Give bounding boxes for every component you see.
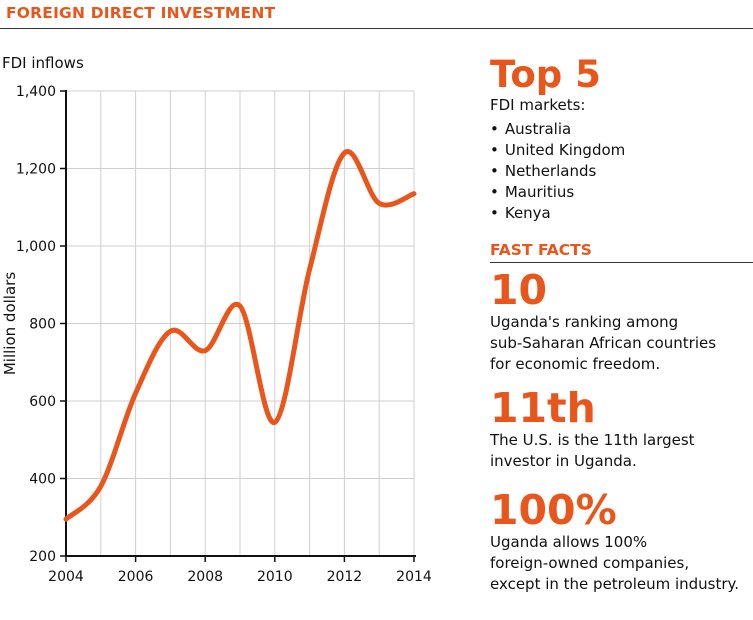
y-tick-label: 800 bbox=[29, 317, 56, 333]
fact-text-line: Uganda allows 100% bbox=[490, 533, 648, 551]
market-item: Netherlands bbox=[490, 161, 753, 182]
y-tick-label: 600 bbox=[29, 394, 56, 410]
y-tick-label: 1,400 bbox=[16, 84, 56, 100]
market-item: Mauritius bbox=[490, 182, 753, 203]
fdi-line-chart: 200 400 600 800 1,000 1,200 1,400 2004 2006 2008 2… bbox=[1, 84, 432, 585]
y-axis-label: Million dollars bbox=[1, 272, 19, 375]
x-tick-label: 2012 bbox=[327, 569, 363, 585]
fdi-series-line bbox=[63, 149, 417, 522]
x-tick-label: 2006 bbox=[118, 569, 154, 585]
fact-text-line: for economic freedom. bbox=[490, 355, 661, 373]
y-tick-label: 1,200 bbox=[16, 162, 56, 178]
top5-subheading: FDI markets: bbox=[490, 96, 586, 114]
fact-text-line: The U.S. is the 11th largest bbox=[490, 431, 695, 449]
fact-text-line: except in the petroleum industry. bbox=[490, 575, 740, 593]
fast-facts-bar: FAST FACTS bbox=[490, 238, 753, 263]
fact-text-line: sub-Saharan African countries bbox=[490, 334, 717, 352]
header-bar: FOREIGN DIRECT INVESTMENT bbox=[0, 0, 753, 29]
y-tick-label: 400 bbox=[29, 472, 56, 488]
x-tick-label: 2010 bbox=[257, 569, 293, 585]
fact-ranking: 10 Uganda's ranking among sub-Saharan Af… bbox=[490, 268, 753, 375]
top5-panel: Top 5 FDI markets: Australia United King… bbox=[490, 55, 753, 224]
y-tick-label: 1,000 bbox=[16, 239, 56, 255]
fact-big-number: 100% bbox=[490, 486, 617, 534]
top5-heading: Top 5 bbox=[490, 53, 601, 96]
fact-text-line: Uganda's ranking among bbox=[490, 313, 679, 331]
fact-big-number: 10 bbox=[490, 266, 548, 314]
x-tick-label: 2004 bbox=[48, 569, 84, 585]
market-item: Australia bbox=[490, 119, 753, 140]
market-list: Australia United Kingdom Netherlands Mau… bbox=[490, 119, 753, 224]
fact-text-line: investor in Uganda. bbox=[490, 452, 637, 470]
y-tick-label: 200 bbox=[29, 549, 56, 565]
market-item: Kenya bbox=[490, 203, 753, 224]
section-title: FOREIGN DIRECT INVESTMENT bbox=[6, 4, 276, 22]
fact-text-line: foreign-owned companies, bbox=[490, 554, 690, 572]
fast-facts-title: FAST FACTS bbox=[490, 241, 592, 259]
market-item: United Kingdom bbox=[490, 140, 753, 161]
x-tick-label: 2008 bbox=[187, 569, 223, 585]
fact-us-investor: 11th The U.S. is the 11th largest invest… bbox=[490, 386, 753, 472]
fact-ownership: 100% Uganda allows 100% foreign-owned co… bbox=[490, 488, 753, 595]
chart-subtitle: FDI inflows bbox=[2, 54, 84, 72]
x-tick-label: 2014 bbox=[396, 569, 432, 585]
fact-big-number: 11th bbox=[490, 384, 596, 432]
